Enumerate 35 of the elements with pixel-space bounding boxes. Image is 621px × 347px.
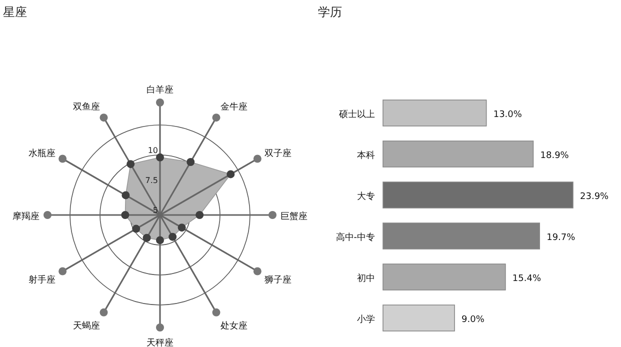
y-tick-label: 硕士以上 [338,109,375,120]
data-label: 9.0% [462,315,485,325]
y-tick-label: 5 [152,206,158,215]
data-label: 19.7% [546,233,576,243]
spoke-label: 处女座 [220,320,248,332]
data-label: 15.4% [512,274,542,284]
bar [382,140,534,168]
y-tick-label: 本科 [357,150,375,161]
spoke-label: 金牛座 [220,101,248,112]
bar [382,264,506,290]
spoke-label: 天秤座 [146,338,174,347]
spoke-label: 巨蟹座 [280,211,308,222]
y-tick-label: 高中-中专 [336,232,375,243]
y-tick-label: 7.5 [145,176,158,185]
bar [382,304,455,332]
spoke-label: 水瓶座 [28,148,56,159]
spoke-label: 摩羯座 [12,211,40,222]
spoke-label: 双鱼座 [72,101,100,112]
y-tick-label: 10 [148,146,158,155]
chart-title: 星座 [3,5,27,19]
spoke-label: 白羊座 [146,84,174,96]
spoke-label: 射手座 [28,274,56,286]
data-label: 13.0% [493,110,522,120]
spoke-label: 天蝎座 [72,320,100,332]
spoke-label: 双子座 [264,148,292,159]
chart-title: 学历 [318,5,342,19]
spoke-label: 狮子座 [264,274,292,286]
y-tick-label: 大专 [357,191,375,202]
data-label: 18.9% [540,151,570,161]
bar [382,222,540,250]
y-tick-label: 初中 [357,273,375,284]
bar [382,100,487,126]
data-label: 23.9% [580,192,610,202]
bar [382,182,574,208]
y-tick-label: 小学 [357,314,375,325]
